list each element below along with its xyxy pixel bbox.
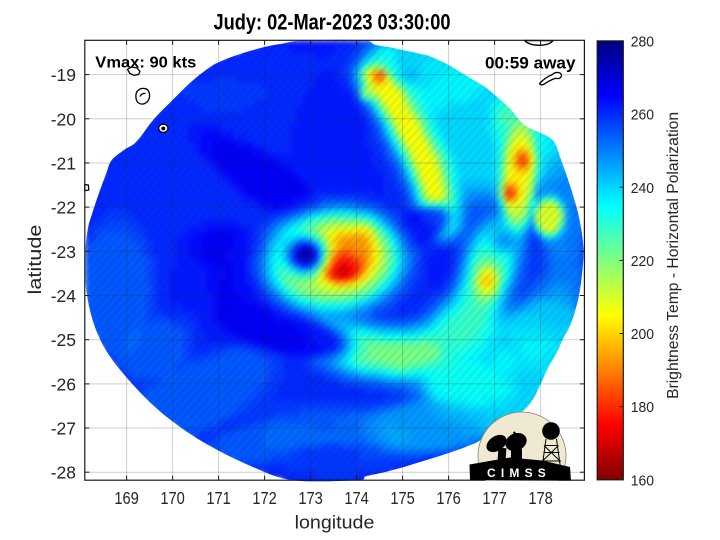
svg-text:175: 175 [390,488,415,508]
svg-text:173: 173 [298,488,323,508]
svg-text:-23: -23 [51,242,76,262]
svg-text:169: 169 [114,488,139,508]
svg-text:200: 200 [631,326,654,343]
svg-text:-25: -25 [51,330,76,350]
svg-text:178: 178 [528,488,553,508]
svg-text:174: 174 [344,488,369,508]
svg-text:Judy: 02-Mar-2023 03:30:00: Judy: 02-Mar-2023 03:30:00 [214,9,451,34]
svg-text:-19: -19 [51,65,76,85]
svg-text:-21: -21 [51,154,76,174]
svg-text:-27: -27 [51,419,76,439]
svg-text:240: 240 [631,180,654,197]
svg-text:Vmax: 90 kts: Vmax: 90 kts [95,55,196,72]
svg-text:172: 172 [252,488,277,508]
svg-text:170: 170 [160,488,185,508]
svg-text:176: 176 [436,488,461,508]
svg-text:160: 160 [631,472,654,489]
svg-text:177: 177 [482,488,507,508]
svg-text:-28: -28 [51,463,76,483]
svg-text:-24: -24 [51,286,77,306]
svg-text:longitude: longitude [295,513,375,533]
svg-text:-26: -26 [51,374,76,394]
svg-text:260: 260 [631,107,654,124]
svg-text:220: 220 [631,253,654,270]
svg-text:latitude: latitude [25,225,45,295]
svg-text:280: 280 [631,34,654,51]
svg-text:-20: -20 [51,109,77,129]
svg-text:180: 180 [631,399,654,416]
svg-text:171: 171 [206,488,231,508]
svg-text:-22: -22 [51,198,76,218]
svg-text:Brightness Temp - Horizontal P: Brightness Temp - Horizontal Polarizatio… [665,112,682,399]
svg-text:00:59 away: 00:59 away [485,53,576,72]
svg-text:CIMSS: CIMSS [487,466,551,480]
